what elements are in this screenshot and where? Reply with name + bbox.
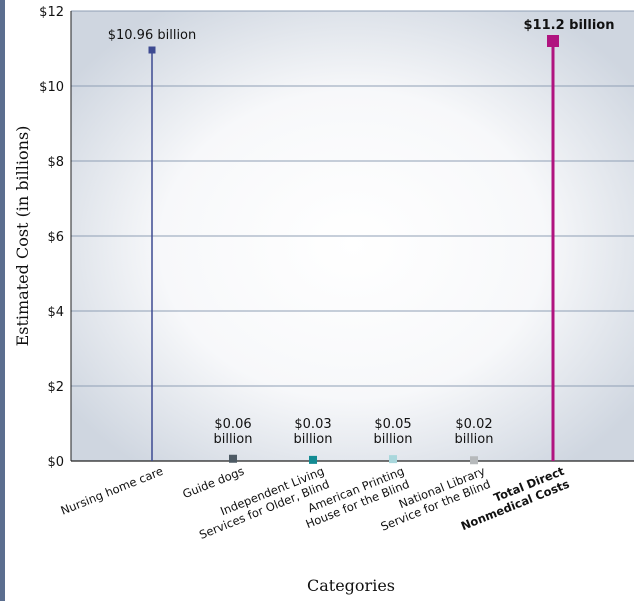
y-tick-label: $4 [47, 305, 64, 320]
value-label: billion [455, 432, 494, 447]
x-axis-title: Categories [307, 576, 395, 595]
lollipop-marker [229, 454, 237, 463]
category-label-line: Nursing home care [59, 464, 166, 518]
y-tick-label: $6 [47, 230, 64, 245]
y-tick-label: $2 [47, 380, 64, 395]
data-series: $10.96 billion$0.06billion$0.03billion$0… [108, 18, 615, 465]
axes [70, 11, 634, 462]
value-label: $0.03 [294, 417, 331, 432]
value-label: billion [374, 432, 413, 447]
lollipop-marker [470, 456, 478, 465]
y-tick-label: $12 [39, 5, 64, 20]
lollipop-marker [389, 455, 397, 464]
value-label: $0.02 [455, 417, 492, 432]
y-axis-labels: $0 $2 $4 $6 $8 $10 $12 [39, 5, 64, 470]
value-label: $11.2 billion [524, 18, 615, 33]
category-label-line: Guide dogs [181, 464, 247, 501]
y-tick-label: $0 [47, 455, 64, 470]
category-label: Guide dogs [181, 464, 247, 501]
value-label: $0.06 [214, 417, 251, 432]
category-label: Nursing home care [59, 464, 166, 518]
value-label: billion [214, 432, 253, 447]
lollipop-marker [309, 455, 317, 464]
value-label: billion [294, 432, 333, 447]
lollipop-marker [547, 35, 559, 47]
left-border-rule [0, 0, 5, 601]
gridlines [71, 10, 634, 387]
lollipop-marker [148, 46, 156, 54]
value-label: $0.05 [374, 417, 411, 432]
y-tick-label: $8 [47, 155, 64, 170]
y-tick-label: $10 [39, 80, 64, 95]
value-label: $10.96 billion [108, 28, 197, 43]
y-axis-title: Estimated Cost (in billions) [13, 126, 32, 347]
